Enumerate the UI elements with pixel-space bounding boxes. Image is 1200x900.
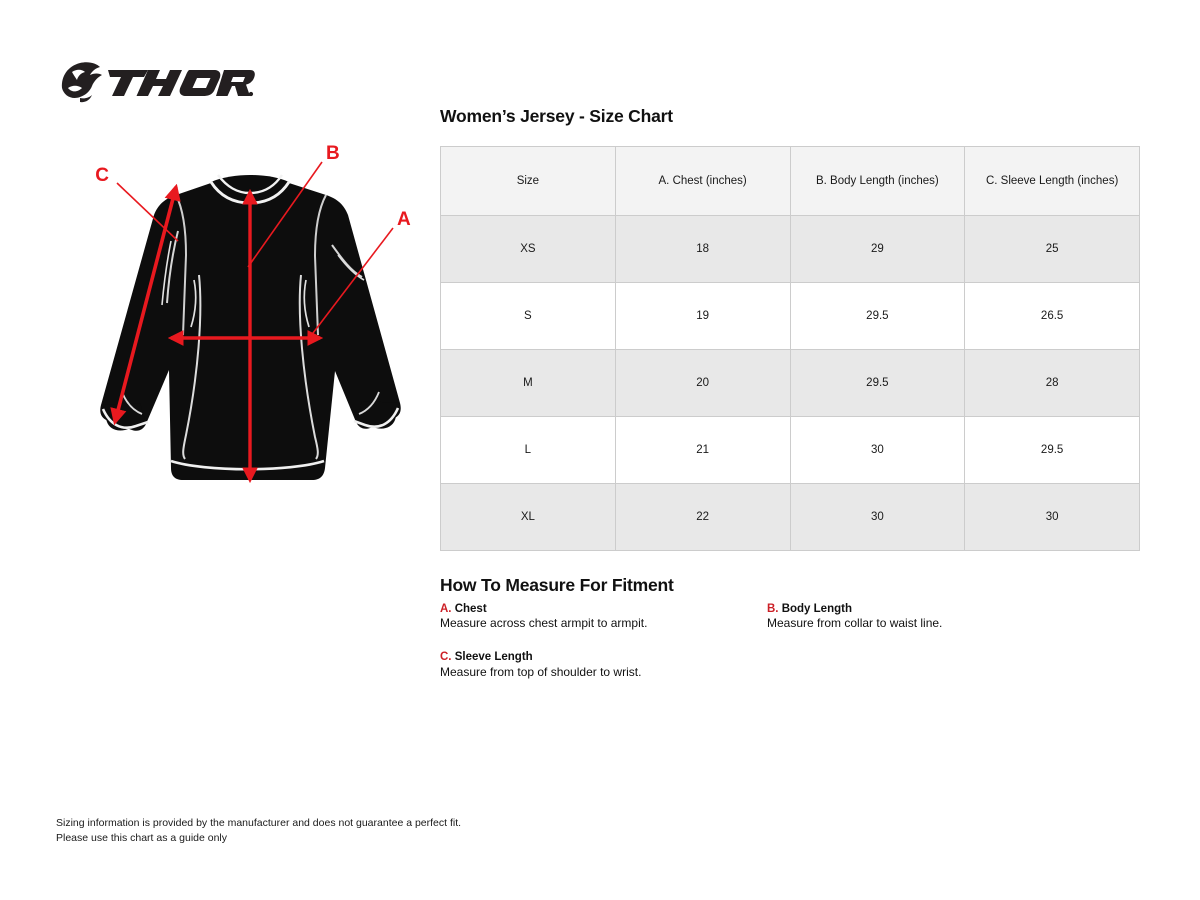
- leader-line-a: [309, 227, 394, 338]
- table-row: M 20 29.5 28: [440, 349, 1140, 417]
- measure-item-chest: A. Chest Measure across chest armpit to …: [440, 602, 767, 631]
- measure-label-body-length: B. Body Length: [767, 602, 1140, 616]
- column-header-body-length: B. Body Length (inches): [789, 146, 966, 216]
- callout-label-c: C: [95, 165, 109, 186]
- cell-body-length: 29.5: [789, 349, 966, 417]
- cell-chest: 19: [614, 282, 791, 350]
- size-chart-table: Size A. Chest (inches) B. Body Length (i…: [440, 146, 1140, 551]
- measure-letter-a: A.: [440, 603, 452, 615]
- cell-chest: 18: [614, 215, 791, 283]
- table-row: S 19 29.5 26.5: [440, 282, 1140, 350]
- thor-brand-logo: [56, 58, 256, 106]
- cell-body-length: 30: [789, 416, 966, 484]
- cell-sleeve-length: 29.5: [964, 416, 1140, 484]
- cell-chest: 22: [614, 483, 791, 551]
- cell-sleeve-length: 25: [964, 215, 1140, 283]
- cell-chest: 20: [614, 349, 791, 417]
- leader-line-c: [116, 182, 179, 242]
- page-title: Women’s Jersey - Size Chart: [440, 106, 673, 126]
- measurement-arrows: [110, 183, 324, 484]
- cell-chest: 21: [614, 416, 791, 484]
- measure-letter-b: B.: [767, 603, 779, 615]
- measure-label-sleeve-length: C. Sleeve Length: [440, 650, 767, 664]
- measure-letter-c: C.: [440, 651, 452, 664]
- jersey-illustration-svg: C B A: [95, 143, 411, 484]
- how-to-measure-heading: How To Measure For Fitment: [440, 575, 674, 595]
- leader-line-b: [247, 161, 323, 268]
- cell-size: S: [440, 282, 616, 350]
- cell-sleeve-length: 26.5: [964, 282, 1140, 350]
- disclaimer-note: Sizing information is provided by the ma…: [56, 816, 461, 846]
- size-chart-header: Size A. Chest (inches) B. Body Length (i…: [440, 146, 1140, 216]
- thor-wordmark: [108, 70, 255, 97]
- measure-name-sleeve-length: Sleeve Length: [454, 651, 533, 664]
- measure-name-chest: Chest: [454, 603, 487, 615]
- cell-size: M: [440, 349, 616, 417]
- cell-body-length: 30: [789, 483, 966, 551]
- callout-label-a: A: [397, 209, 411, 230]
- measure-item-body-length: B. Body Length Measure from collar to wa…: [767, 602, 1140, 631]
- table-row: XL 22 30 30: [440, 483, 1140, 551]
- cell-size: XS: [440, 215, 616, 283]
- cell-sleeve-length: 28: [964, 349, 1140, 417]
- cell-body-length: 29.5: [789, 282, 966, 350]
- column-header-chest: A. Chest (inches): [614, 146, 791, 216]
- how-to-measure-section: How To Measure For Fitment A. Chest Meas…: [440, 575, 1140, 680]
- measure-item-sleeve-length: C. Sleeve Length Measure from top of sho…: [440, 650, 767, 679]
- jersey-illustration: C B A: [70, 135, 430, 505]
- measure-name-body-length: Body Length: [781, 603, 852, 615]
- measure-grid-spacer: [767, 650, 1140, 679]
- disclaimer-line-2: Please use this chart as a guide only: [56, 832, 228, 845]
- cell-size: L: [440, 416, 616, 484]
- measure-desc-chest: Measure across chest armpit to armpit.: [440, 616, 648, 631]
- cell-size: XL: [440, 483, 616, 551]
- column-header-size: Size: [440, 146, 616, 216]
- cell-sleeve-length: 30: [964, 483, 1140, 551]
- table-row: XS 18 29 25: [440, 215, 1140, 283]
- thor-logo-svg: [61, 62, 255, 103]
- table-header-row: Size A. Chest (inches) B. Body Length (i…: [440, 146, 1140, 216]
- column-header-sleeve-length: C. Sleeve Length (inches): [964, 146, 1140, 216]
- cell-body-length: 29: [789, 215, 966, 283]
- measure-desc-body-length: Measure from collar to waist line.: [767, 616, 943, 631]
- size-chart-body: XS 18 29 25 S 19 29.5 26.5 M 20 29.5 28 …: [440, 215, 1140, 551]
- callout-leader-lines: [116, 161, 394, 338]
- disclaimer-line-1: Sizing information is provided by the ma…: [56, 817, 462, 829]
- thor-helmet-icon: [61, 62, 102, 103]
- measure-label-chest: A. Chest: [440, 602, 767, 616]
- measure-desc-sleeve-length: Measure from top of shoulder to wrist.: [440, 664, 642, 679]
- arrow-sleeve-length: [110, 183, 181, 426]
- callout-label-b: B: [326, 143, 340, 164]
- table-row: L 21 30 29.5: [440, 416, 1140, 484]
